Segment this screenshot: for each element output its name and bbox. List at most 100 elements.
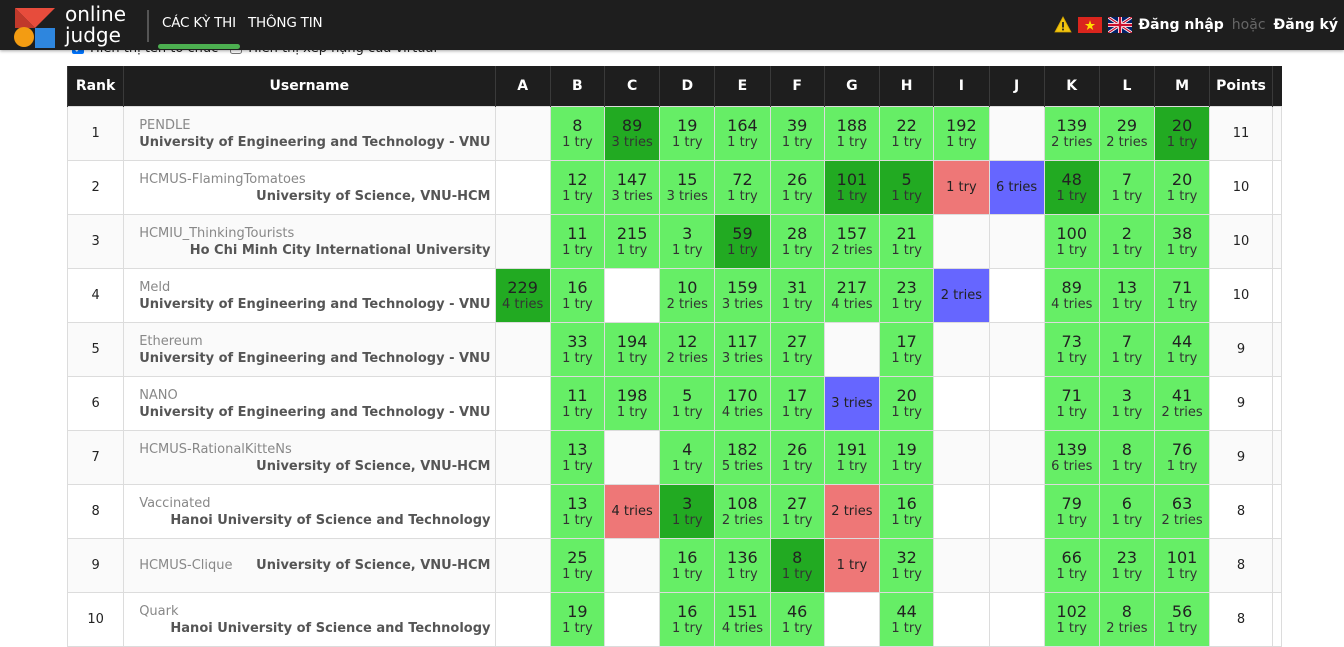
username-link[interactable]: HCMUS-Clique xyxy=(139,558,233,573)
username-link[interactable]: Ethereum xyxy=(139,333,203,349)
problem-cell-g[interactable]: 1 try xyxy=(823,538,881,593)
organization-link[interactable]: University of Engineering and Technology… xyxy=(139,350,491,366)
username-link[interactable]: PENDLE xyxy=(139,117,191,133)
organization-link[interactable]: Hanoi University of Science and Technolo… xyxy=(170,512,491,528)
problem-cell-k[interactable]: 79 1 try xyxy=(1043,484,1100,539)
header-problem-e[interactable]: E xyxy=(714,66,771,107)
problem-cell-e[interactable]: 59 1 try xyxy=(714,214,771,269)
problem-cell-g[interactable]: 3 tries xyxy=(823,376,881,431)
problem-cell-e[interactable]: 136 1 try xyxy=(714,538,771,593)
problem-cell-k[interactable]: 102 1 try xyxy=(1043,592,1100,647)
header-problem-b[interactable]: B xyxy=(549,66,605,107)
problem-cell-f[interactable]: 39 1 try xyxy=(769,106,825,161)
organization-link[interactable]: Hanoi University of Science and Technolo… xyxy=(170,620,491,636)
problem-cell-g[interactable]: 101 1 try xyxy=(823,160,881,215)
problem-cell-h[interactable]: 22 1 try xyxy=(879,106,935,161)
problem-cell-g[interactable]: 191 1 try xyxy=(823,430,881,485)
problem-cell-d[interactable]: 16 1 try xyxy=(659,538,716,593)
header-problem-c[interactable]: C xyxy=(603,66,660,107)
problem-cell-b[interactable]: 25 1 try xyxy=(549,538,605,593)
problem-cell-d[interactable]: 12 2 tries xyxy=(659,322,716,377)
problem-cell-d[interactable]: 10 2 tries xyxy=(659,268,716,323)
register-link[interactable]: Đăng ký xyxy=(1273,17,1338,33)
problem-cell-e[interactable]: 164 1 try xyxy=(714,106,771,161)
problem-cell-h[interactable]: 16 1 try xyxy=(879,484,935,539)
problem-cell-h[interactable]: 44 1 try xyxy=(879,592,935,647)
header-problem-k[interactable]: K xyxy=(1043,66,1100,107)
header-problem-j[interactable]: J xyxy=(988,66,1045,107)
nav-item-info[interactable]: THÔNG TIN xyxy=(248,15,323,31)
problem-cell-e[interactable]: 108 2 tries xyxy=(714,484,771,539)
problem-cell-f[interactable]: 31 1 try xyxy=(769,268,825,323)
problem-cell-f[interactable]: 26 1 try xyxy=(769,430,825,485)
problem-cell-h[interactable]: 32 1 try xyxy=(879,538,935,593)
problem-cell-e[interactable]: 151 4 tries xyxy=(714,592,771,647)
problem-cell-e[interactable]: 72 1 try xyxy=(714,160,771,215)
problem-cell-e[interactable]: 117 3 tries xyxy=(714,322,771,377)
problem-cell-m[interactable]: 41 2 tries xyxy=(1153,376,1211,431)
problem-cell-f[interactable]: 46 1 try xyxy=(769,592,825,647)
problem-cell-i[interactable]: 192 1 try xyxy=(933,106,990,161)
problem-cell-k[interactable]: 66 1 try xyxy=(1043,538,1100,593)
problem-cell-k[interactable]: 139 2 tries xyxy=(1043,106,1100,161)
problem-cell-k[interactable]: 48 1 try xyxy=(1043,160,1100,215)
username-link[interactable]: HCMUS-FlamingTomatoes xyxy=(139,171,306,187)
header-problem-i[interactable]: I xyxy=(933,66,990,107)
problem-cell-b[interactable]: 33 1 try xyxy=(549,322,605,377)
organization-link[interactable]: University of Science, VNU-HCM xyxy=(256,558,491,573)
nav-item-contests[interactable]: CÁC KỲ THI xyxy=(158,15,240,49)
problem-cell-e[interactable]: 182 5 tries xyxy=(714,430,771,485)
header-problem-l[interactable]: L xyxy=(1098,66,1155,107)
problem-cell-g[interactable]: 217 4 tries xyxy=(823,268,881,323)
organization-link[interactable]: University of Engineering and Technology… xyxy=(139,134,491,150)
login-link[interactable]: Đăng nhập xyxy=(1138,17,1224,33)
problem-cell-c[interactable]: 198 1 try xyxy=(603,376,661,431)
problem-cell-b[interactable]: 11 1 try xyxy=(549,214,605,269)
problem-cell-d[interactable]: 15 3 tries xyxy=(659,160,716,215)
problem-cell-j[interactable]: 6 tries xyxy=(988,160,1045,215)
problem-cell-l[interactable]: 23 1 try xyxy=(1098,538,1155,593)
problem-cell-m[interactable]: 20 1 try xyxy=(1153,160,1211,215)
problem-cell-k[interactable]: 89 4 tries xyxy=(1043,268,1100,323)
problem-cell-a[interactable]: 229 4 tries xyxy=(494,268,551,323)
warning-icon[interactable] xyxy=(1054,16,1073,34)
problem-cell-c[interactable]: 215 1 try xyxy=(603,214,661,269)
uk-flag-icon[interactable] xyxy=(1108,17,1133,33)
problem-cell-h[interactable]: 23 1 try xyxy=(879,268,935,323)
problem-cell-h[interactable]: 19 1 try xyxy=(879,430,935,485)
problem-cell-i[interactable]: 1 try xyxy=(933,160,990,215)
problem-cell-d[interactable]: 19 1 try xyxy=(659,106,716,161)
problem-cell-c[interactable]: 89 3 tries xyxy=(603,106,661,161)
problem-cell-d[interactable]: 16 1 try xyxy=(659,592,716,647)
header-points[interactable]: Points xyxy=(1209,66,1273,107)
problem-cell-e[interactable]: 159 3 tries xyxy=(714,268,771,323)
problem-cell-h[interactable]: 17 1 try xyxy=(879,322,935,377)
header-problem-m[interactable]: M xyxy=(1153,66,1210,107)
problem-cell-m[interactable]: 20 1 try xyxy=(1153,106,1211,161)
organization-link[interactable]: University of Science, VNU-HCM xyxy=(256,188,491,204)
organization-link[interactable]: University of Science, VNU-HCM xyxy=(256,458,491,474)
header-problem-h[interactable]: H xyxy=(879,66,934,107)
username-link[interactable]: HCMIU_ThinkingTourists xyxy=(139,225,295,241)
problem-cell-m[interactable]: 38 1 try xyxy=(1153,214,1211,269)
problem-cell-i[interactable]: 2 tries xyxy=(933,268,990,323)
organization-link[interactable]: Ho Chi Minh City International Universit… xyxy=(189,242,491,258)
problem-cell-h[interactable]: 20 1 try xyxy=(879,376,935,431)
problem-cell-k[interactable]: 100 1 try xyxy=(1043,214,1100,269)
problem-cell-f[interactable]: 27 1 try xyxy=(769,322,825,377)
username-link[interactable]: Quark xyxy=(139,603,179,619)
problem-cell-l[interactable]: 13 1 try xyxy=(1098,268,1155,323)
problem-cell-m[interactable]: 44 1 try xyxy=(1153,322,1211,377)
problem-cell-m[interactable]: 56 1 try xyxy=(1153,592,1211,647)
username-link[interactable]: HCMUS-RationalKitteNs xyxy=(139,441,292,457)
problem-cell-m[interactable]: 101 1 try xyxy=(1153,538,1211,593)
problem-cell-f[interactable]: 27 1 try xyxy=(769,484,825,539)
header-problem-d[interactable]: D xyxy=(659,66,715,107)
